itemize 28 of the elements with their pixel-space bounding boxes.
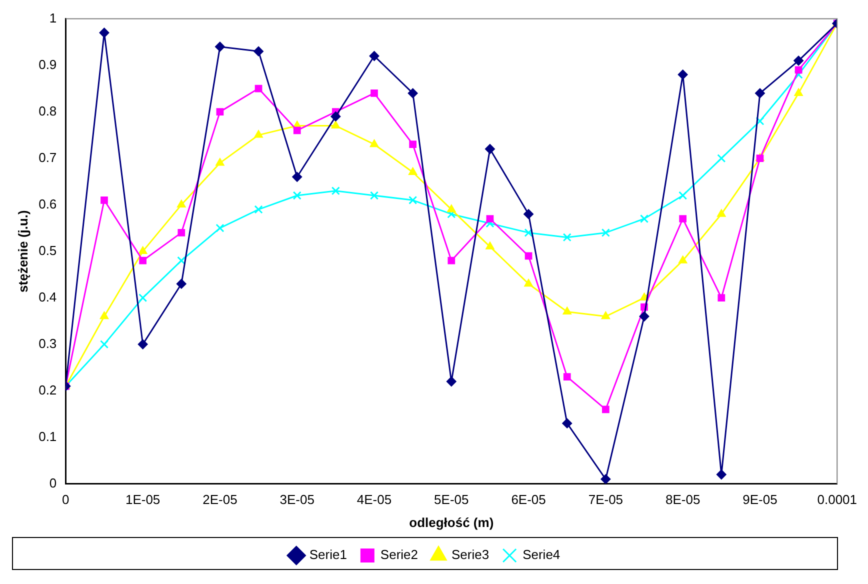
x-tick-label: 1E-05 — [125, 492, 160, 508]
legend-label: Serie1 — [309, 547, 347, 562]
x-tick-label: 3E-05 — [280, 492, 314, 508]
y-tick-label: 0.3 — [38, 336, 57, 351]
y-tick-label: 0.5 — [38, 242, 57, 258]
x-tick-label: 2E-05 — [202, 492, 238, 508]
x-tick-label: 8E-05 — [665, 492, 700, 508]
x-tick-label: 5E-05 — [434, 492, 469, 508]
legend-label: Serie3 — [452, 547, 490, 562]
y-tick-label: 0 — [49, 475, 57, 490]
x-tick-label: 9E-05 — [742, 492, 778, 508]
y-tick-label: 0.8 — [38, 103, 57, 118]
x-tick-label: 0 — [62, 492, 70, 508]
y-tick-label: 0.6 — [38, 196, 57, 212]
x-tick-label: 6E-05 — [511, 492, 546, 508]
legend-label: Serie2 — [380, 547, 418, 562]
y-tick-label: 1 — [49, 10, 57, 26]
y-tick-label: 0.2 — [38, 382, 57, 398]
y-tick-label: 0.4 — [38, 289, 57, 304]
x-tick-label: 4E-05 — [356, 492, 392, 508]
x-tick-label: 7E-05 — [588, 492, 624, 508]
y-axis-title: stężenie (j.u.) — [15, 210, 30, 292]
y-tick-label: 0.7 — [38, 150, 57, 165]
y-tick-label: 0.1 — [38, 428, 57, 444]
x-tick-label: 0.0001 — [817, 492, 857, 508]
y-tick-label: 0.9 — [38, 56, 57, 72]
legend-label: Serie4 — [522, 547, 560, 562]
x-axis-title: odległość (m) — [409, 514, 494, 530]
